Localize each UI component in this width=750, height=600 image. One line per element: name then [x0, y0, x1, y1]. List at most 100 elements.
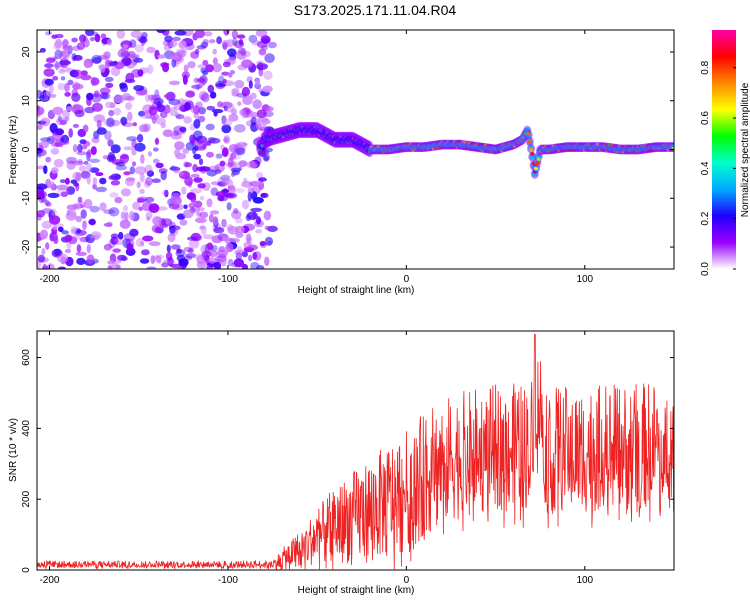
noise-blob: [234, 40, 245, 49]
noise-blob: [206, 264, 214, 269]
noise-blob: [212, 57, 218, 65]
colorbar-tick-label: 0.6: [700, 111, 711, 125]
noise-blob: [56, 184, 69, 191]
noise-blob: [233, 208, 239, 214]
noise-blob: [155, 255, 162, 263]
noise-blob: [145, 211, 153, 220]
noise-blob: [185, 141, 197, 151]
noise-blob: [59, 60, 71, 66]
noise-blob: [64, 234, 73, 242]
noise-blob: [73, 182, 79, 187]
noise-blob: [250, 207, 263, 212]
noise-blob: [264, 225, 271, 231]
noise-blob: [257, 62, 264, 71]
noise-blob: [266, 106, 274, 112]
noise-blob: [91, 57, 102, 64]
noise-blob: [113, 107, 122, 116]
noise-blob: [263, 210, 272, 221]
noise-blob: [103, 209, 115, 215]
noise-blob: [184, 162, 192, 168]
noise-blob: [186, 236, 198, 241]
noise-blob: [242, 95, 253, 106]
noise-blob: [206, 169, 217, 177]
noise-blob: [221, 188, 230, 193]
noise-blob: [227, 258, 234, 267]
noise-blob: [89, 36, 95, 42]
noise-blob: [196, 166, 207, 172]
noise-blob: [229, 237, 241, 243]
noise-blob: [100, 92, 109, 100]
noise-blob: [206, 151, 214, 158]
noise-blob: [66, 204, 78, 211]
noise-blob: [213, 111, 218, 117]
noise-blob: [215, 83, 226, 88]
noise-blob: [106, 38, 113, 46]
noise-blob: [197, 64, 207, 69]
noise-blob: [59, 67, 72, 72]
noise-blob: [226, 202, 232, 211]
noise-blob: [116, 30, 126, 39]
noise-blob: [179, 126, 187, 133]
noise-blob: [248, 254, 253, 262]
noise-blob: [225, 102, 235, 113]
noise-blob: [178, 171, 184, 177]
noise-blob: [123, 95, 135, 101]
noise-blob: [115, 161, 126, 167]
noise-blob: [137, 69, 144, 77]
noise-blob: [169, 166, 181, 171]
noise-blob: [106, 117, 115, 128]
noise-blob: [152, 158, 160, 164]
noise-blob: [258, 177, 267, 182]
noise-blob: [211, 108, 224, 114]
noise-blob: [209, 91, 217, 99]
noise-blob: [218, 75, 225, 86]
noise-blob: [198, 158, 204, 166]
noise-blob: [203, 31, 213, 37]
noise-blob: [50, 208, 57, 216]
noise-blob: [136, 133, 144, 143]
noise-blob: [56, 117, 67, 126]
noise-blob: [122, 44, 129, 49]
noise-blob: [237, 101, 242, 106]
noise-blob: [91, 31, 99, 37]
noise-blob: [146, 46, 156, 54]
noise-blob: [71, 45, 81, 51]
noise-blob: [45, 242, 50, 250]
noise-blob: [99, 202, 107, 212]
snr-ylabel: SNR (10 * v/v): [8, 418, 19, 482]
x-tick-label: -200: [39, 575, 59, 586]
noise-blob: [143, 180, 151, 188]
noise-blob: [40, 137, 52, 142]
noise-blob: [264, 236, 274, 246]
noise-blob: [43, 91, 49, 101]
noise-blob: [241, 86, 251, 97]
y-tick-label: 0: [21, 567, 32, 573]
noise-blob: [207, 84, 215, 93]
noise-blob: [50, 148, 60, 155]
noise-blob: [155, 162, 164, 169]
noise-blob: [193, 118, 201, 129]
noise-blob: [228, 72, 233, 78]
signal-core: [536, 157, 541, 161]
noise-blob: [210, 187, 219, 196]
noise-blob: [49, 233, 55, 242]
noise-blob: [197, 183, 206, 189]
noise-blob: [162, 129, 174, 137]
snr-xlabel: Height of straight line (km): [298, 585, 415, 596]
noise-blob: [163, 44, 171, 52]
noise-blob: [173, 130, 180, 136]
noise-blob: [128, 210, 135, 221]
noise-blob: [80, 209, 87, 219]
noise-blob: [194, 30, 205, 39]
noise-blob: [137, 198, 146, 203]
noise-blob: [207, 137, 216, 144]
noise-blob: [202, 39, 209, 45]
noise-blob: [193, 153, 202, 160]
noise-blob: [153, 147, 159, 152]
noise-blob: [177, 265, 184, 269]
noise-blob: [235, 142, 248, 147]
noise-blob: [193, 112, 200, 119]
noise-blob: [187, 61, 196, 69]
noise-blob: [132, 122, 137, 127]
noise-blob: [221, 147, 229, 158]
